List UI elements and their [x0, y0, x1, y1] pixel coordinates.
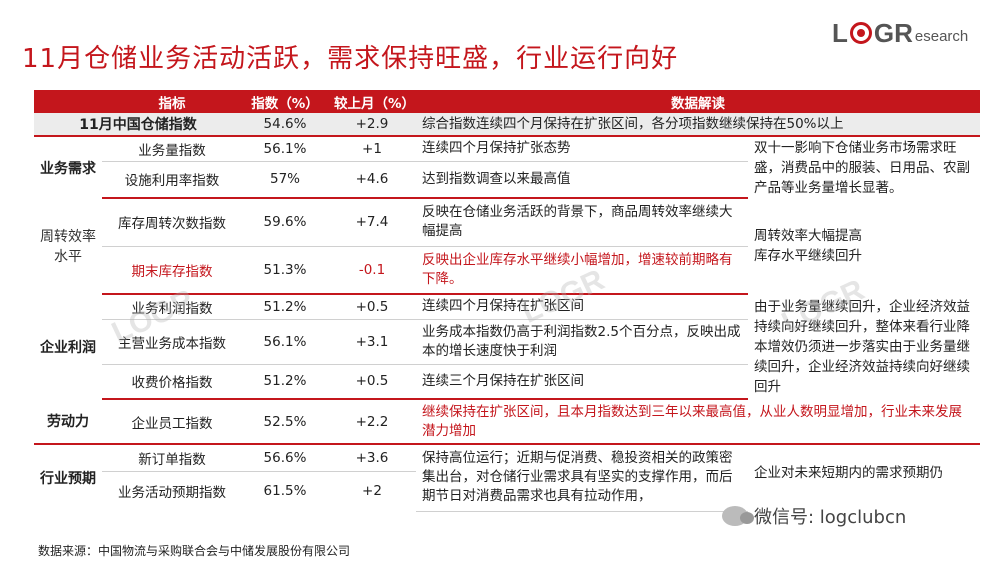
indicator-name: 业务量指数	[102, 136, 242, 162]
table-row: 业务需求 业务量指数 56.1% +1 连续四个月保持扩张态势 双十一影响下仓储…	[34, 136, 980, 196]
row-desc: 连续四个月保持扩张态势	[416, 136, 748, 162]
row-desc: 保持高位运行；近期与促消费、稳投资相关的政策密集出台，对仓储行业需求具有坚实的支…	[416, 444, 748, 512]
logo-ring-icon	[849, 22, 872, 44]
table-row: 业务活动预期指数 61.5% +2	[34, 471, 980, 511]
total-mom: +2.9	[328, 113, 416, 137]
table-row: 劳动力 企业员工指数 52.5% +2.2 继续保持在扩张区间，且本月指数达到三…	[34, 399, 980, 445]
indicator-name: 主营业务成本指数	[102, 319, 242, 365]
table-header: 指标 指数（%） 较上月（%） 数据解读	[34, 90, 980, 113]
category-cell: 企业利润	[40, 339, 96, 356]
wechat-icon	[722, 506, 754, 526]
table-row: 主营业务成本指数 56.1% +3.1 业务成本指数仍高于利润指数2.5个百分点…	[34, 319, 980, 365]
wechat-id: 微信号: logclubcn	[754, 507, 907, 528]
page-title: 11月仓储业务活动活跃，需求保持旺盛，行业运行向好	[22, 44, 679, 74]
mom-value: +3.6	[328, 444, 416, 472]
index-value: 57%	[242, 161, 328, 199]
row-desc: 达到指数调查以来最高值	[416, 161, 748, 199]
row-desc: 反映出企业库存水平继续小幅增加，增速较前期略有下降。	[416, 246, 748, 295]
mom-value: +3.1	[328, 319, 416, 365]
data-source: 数据来源：中国物流与采购联合会与中储发展股份有限公司	[38, 544, 351, 558]
index-value: 56.1%	[242, 136, 328, 162]
mom-value: +0.5	[328, 294, 416, 320]
index-table: 指标 指数（%） 较上月（%） 数据解读 11月中国仓储指数 54.6% +2.…	[34, 90, 980, 512]
mom-value: +2	[362, 483, 382, 500]
index-value: 61.5%	[263, 483, 307, 500]
total-desc: 综合指数连续四个月保持在扩张区间，各分项指数继续保持在50%以上	[416, 113, 980, 137]
group-summary: 周转效率大幅提高 库存水平继续回升	[754, 228, 862, 264]
indicator-name: 库存周转次数指数	[102, 198, 242, 247]
mom-value: +7.4	[328, 198, 416, 247]
category-cell: 行业预期	[40, 471, 96, 487]
category-cell: 周转效率水平	[40, 229, 96, 265]
category-cell: 业务需求	[40, 160, 96, 177]
indicator-name: 新订单指数	[102, 444, 242, 472]
total-name: 11月中国仓储指数	[34, 113, 242, 137]
index-value: 59.6%	[242, 198, 328, 247]
table-row: 周转效率水平 库存周转次数指数 59.6% +7.4 反映在仓储业务活跃的背景下…	[34, 198, 980, 265]
mom-value: -0.1	[328, 246, 416, 295]
index-value: 51.2%	[242, 364, 328, 400]
indicator-name: 业务活动预期指数	[118, 485, 226, 502]
total-index: 54.6%	[242, 113, 328, 137]
table-row: 行业预期 新订单指数 56.6% +3.6 保持高位运行；近期与促消费、稳投资相…	[34, 444, 980, 512]
index-value: 51.2%	[242, 294, 328, 320]
category-cell: 劳动力	[34, 399, 102, 445]
group-summary: 双十一影响下仓储业务市场需求旺盛，消费品中的服装、日用品、农副产品等业务量增长显…	[754, 139, 970, 196]
index-value: 56.6%	[242, 444, 328, 472]
row-desc: 继续保持在扩张区间，且本月指数达到三年以来最高值，从业人数明显增加，行业未来发展…	[416, 399, 980, 445]
header-index: 指数（%）	[242, 90, 328, 113]
group-summary: 由于业务量继续回升，企业经济效益持续向好继续回升，整体来看行业降本增效仍须进一步…	[754, 298, 970, 395]
table-row: 收费价格指数 51.2% +0.5 连续三个月保持在扩张区间	[34, 364, 980, 400]
mom-value: +0.5	[328, 364, 416, 400]
mom-value: +4.6	[328, 161, 416, 199]
table-row: 设施利用率指数 57% +4.6 达到指数调查以来最高值	[34, 161, 980, 199]
row-desc: 业务成本指数仍高于利润指数2.5个百分点，反映出成本的增长速度快于利润	[416, 319, 748, 365]
header-indicator: 指标	[102, 90, 242, 113]
indicator-name: 企业员工指数	[102, 399, 242, 445]
index-value: 51.3%	[242, 246, 328, 295]
row-desc: 连续四个月保持在扩张区间	[416, 294, 748, 320]
row-desc: 连续三个月保持在扩张区间	[416, 364, 748, 400]
indicator-name: 设施利用率指数	[102, 161, 242, 199]
header-mom: 较上月（%）	[328, 90, 416, 113]
indicator-name: 收费价格指数	[102, 364, 242, 400]
table-row: 企业利润 业务利润指数 51.2% +0.5 连续四个月保持在扩张区间 由于业务…	[34, 294, 980, 395]
header-analysis: 数据解读	[416, 90, 980, 113]
logr-logo: L GR esearch	[832, 17, 969, 48]
indicator-name: 业务利润指数	[102, 294, 242, 320]
table-row: 期末库存指数 51.3% -0.1 反映出企业库存水平继续小幅增加，增速较前期略…	[34, 246, 980, 295]
index-value: 56.1%	[242, 319, 328, 365]
total-row: 11月中国仓储指数 54.6% +2.9 综合指数连续四个月保持在扩张区间，各分…	[34, 113, 980, 137]
wechat-watermark: 微信号: logclubcn	[722, 503, 906, 529]
row-desc: 反映在仓储业务活跃的背景下，商品周转效率继续大幅提高	[416, 198, 748, 247]
mom-value: +1	[328, 136, 416, 162]
indicator-name: 期末库存指数	[102, 246, 242, 295]
index-value: 52.5%	[242, 399, 328, 445]
mom-value: +2.2	[328, 399, 416, 445]
group-summary: 企业对未来短期内的需求预期仍	[754, 465, 943, 481]
